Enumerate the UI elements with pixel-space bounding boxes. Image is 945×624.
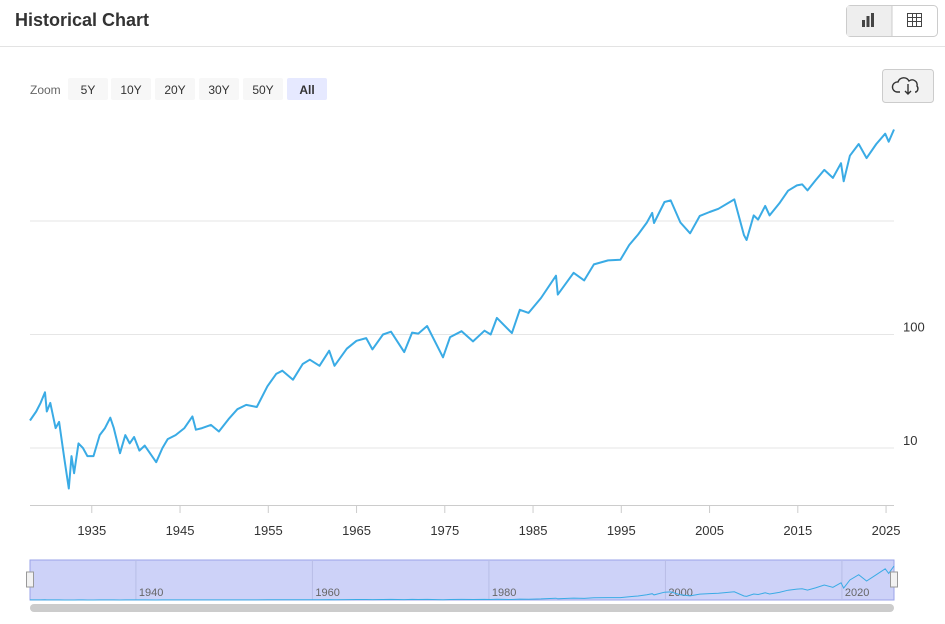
navigator-tick-label: 1960 bbox=[315, 587, 339, 599]
price-line bbox=[29, 129, 895, 490]
icon bbox=[871, 13, 874, 27]
zoom-button-label: All bbox=[299, 83, 314, 97]
navigator-handle[interactable] bbox=[26, 571, 34, 588]
zoom-button[interactable] bbox=[111, 78, 151, 100]
x-tick-label: 1935 bbox=[77, 523, 106, 538]
zoom-button[interactable] bbox=[155, 78, 195, 100]
icon bbox=[866, 16, 870, 27]
navigator-tick-label: 1940 bbox=[139, 587, 163, 599]
x-tick-label: 1965 bbox=[342, 523, 371, 538]
y-tick-label: 100 bbox=[903, 320, 925, 335]
icon bbox=[907, 13, 922, 27]
scrollbar[interactable] bbox=[30, 604, 894, 612]
zoom-label: Zoom bbox=[30, 83, 61, 97]
title: Historical Chart bbox=[15, 10, 149, 30]
navigator-tick-label: 2020 bbox=[845, 587, 869, 599]
x-tick-label: 2015 bbox=[783, 523, 812, 538]
zoom-button[interactable] bbox=[243, 78, 283, 100]
zoom-button-label: 30Y bbox=[208, 83, 229, 97]
zoom-button-label: 5Y bbox=[81, 83, 96, 97]
x-tick-label: 1975 bbox=[430, 523, 459, 538]
zoom-button-label: 20Y bbox=[164, 83, 185, 97]
x-tick-label: 1955 bbox=[254, 523, 283, 538]
zoom-button[interactable] bbox=[287, 78, 327, 100]
navigator-window bbox=[29, 559, 895, 601]
navigator-tick-label: 2000 bbox=[668, 587, 692, 599]
table-view-button[interactable] bbox=[907, 13, 922, 27]
x-tick-label: 2005 bbox=[695, 523, 724, 538]
navigator-handle[interactable] bbox=[890, 571, 898, 588]
y-tick-label: 10 bbox=[903, 433, 917, 448]
download-button[interactable] bbox=[882, 69, 934, 103]
navigator-line bbox=[30, 565, 895, 601]
view-toggle bbox=[846, 5, 938, 37]
navigator-tick-label: 1980 bbox=[492, 587, 516, 599]
x-tick-label: 1985 bbox=[519, 523, 548, 538]
x-tick-label: 1945 bbox=[166, 523, 195, 538]
zoom-button-label: 50Y bbox=[252, 83, 273, 97]
x-tick-label: 2025 bbox=[872, 523, 901, 538]
icon bbox=[891, 77, 919, 93]
x-tick-label: 1995 bbox=[607, 523, 636, 538]
zoom-button[interactable] bbox=[199, 78, 239, 100]
icon bbox=[904, 84, 912, 95]
zoom-button-label: 10Y bbox=[120, 83, 141, 97]
zoom-buttons: 5Y 10Y 20Y 30Y 50Y All bbox=[68, 78, 327, 100]
icon bbox=[862, 20, 865, 27]
zoom-button[interactable] bbox=[68, 78, 108, 100]
plot: 10 100 1935 1945 1955 1965 1975 1985 1995 2005 201… bbox=[26, 129, 925, 612]
header-bar bbox=[0, 0, 945, 46]
